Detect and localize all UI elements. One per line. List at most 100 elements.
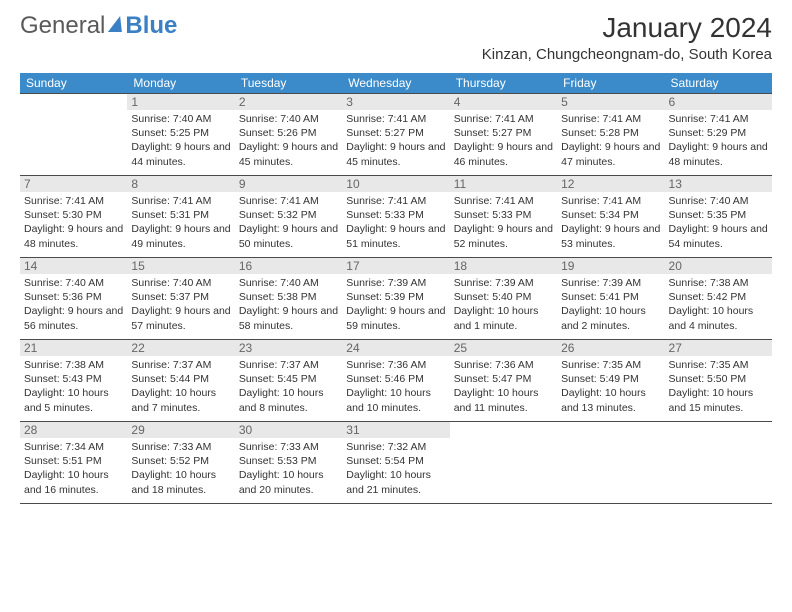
day-info: Sunrise: 7:35 AMSunset: 5:50 PMDaylight:… bbox=[669, 358, 768, 415]
day-number: 17 bbox=[342, 258, 449, 274]
day-info: Sunrise: 7:40 AMSunset: 5:36 PMDaylight:… bbox=[24, 276, 123, 333]
calendar-week-row: 1 Sunrise: 7:40 AMSunset: 5:25 PMDaylight… bbox=[20, 94, 772, 176]
day-info: Sunrise: 7:41 AMSunset: 5:28 PMDaylight:… bbox=[561, 112, 660, 169]
day-number: 1 bbox=[127, 94, 234, 110]
calendar-day-cell: 27 Sunrise: 7:35 AMSunset: 5:50 PMDayligh… bbox=[665, 340, 772, 422]
day-info: Sunrise: 7:41 AMSunset: 5:33 PMDaylight:… bbox=[454, 194, 553, 251]
day-info: Sunrise: 7:41 AMSunset: 5:31 PMDaylight:… bbox=[131, 194, 230, 251]
calendar-day-cell: 23 Sunrise: 7:37 AMSunset: 5:45 PMDayligh… bbox=[235, 340, 342, 422]
calendar-day-cell: 16Sunrise: 7:40 AMSunset: 5:38 PMDayligh… bbox=[235, 258, 342, 340]
day-number: 13 bbox=[665, 176, 772, 192]
calendar-day-cell: 10 Sunrise: 7:41 AMSunset: 5:33 PMDayligh… bbox=[342, 176, 449, 258]
day-info: Sunrise: 7:32 AMSunset: 5:54 PMDaylight:… bbox=[346, 440, 445, 497]
calendar-day-cell: 17 Sunrise: 7:39 AMSunset: 5:39 PMDayligh… bbox=[342, 258, 449, 340]
day-header: Tuesday bbox=[235, 73, 342, 94]
calendar-day-cell: 4 Sunrise: 7:41 AMSunset: 5:27 PMDaylight… bbox=[450, 94, 557, 176]
calendar-day-cell: 14 Sunrise: 7:40 AMSunset: 5:36 PMDayligh… bbox=[20, 258, 127, 340]
day-info: Sunrise: 7:33 AMSunset: 5:52 PMDaylight:… bbox=[131, 440, 230, 497]
calendar-day-cell: 31 Sunrise: 7:32 AMSunset: 5:54 PMDayligh… bbox=[342, 422, 449, 504]
day-header: Sunday bbox=[20, 73, 127, 94]
calendar-day-cell: 28Sunrise: 7:34 AMSunset: 5:51 PMDayligh… bbox=[20, 422, 127, 504]
brand-logo: General Blue bbox=[20, 12, 177, 40]
day-number: 4 bbox=[450, 94, 557, 110]
day-number: 16 bbox=[235, 258, 342, 274]
day-info: Sunrise: 7:34 AMSunset: 5:51 PMDaylight:… bbox=[24, 440, 123, 497]
calendar-day-cell: 5 Sunrise: 7:41 AMSunset: 5:28 PMDaylight… bbox=[557, 94, 664, 176]
day-number: 3 bbox=[342, 94, 449, 110]
day-number: 8 bbox=[127, 176, 234, 192]
calendar-day-cell: 20 Sunrise: 7:38 AMSunset: 5:42 PMDayligh… bbox=[665, 258, 772, 340]
day-info: Sunrise: 7:41 AMSunset: 5:27 PMDaylight:… bbox=[346, 112, 445, 169]
page-header: General Blue January 2024 Kinzan, Chungc… bbox=[0, 0, 792, 67]
calendar-day-cell: 26 Sunrise: 7:35 AMSunset: 5:49 PMDayligh… bbox=[557, 340, 664, 422]
day-info: Sunrise: 7:41 AMSunset: 5:27 PMDaylight:… bbox=[454, 112, 553, 169]
day-info: Sunrise: 7:41 AMSunset: 5:33 PMDaylight:… bbox=[346, 194, 445, 251]
day-info: Sunrise: 7:36 AMSunset: 5:47 PMDaylight:… bbox=[454, 358, 553, 415]
calendar-day-cell bbox=[557, 422, 664, 504]
day-number: 20 bbox=[665, 258, 772, 274]
day-number: 11 bbox=[450, 176, 557, 192]
month-title: January 2024 bbox=[482, 12, 772, 44]
day-number: 22 bbox=[127, 340, 234, 356]
location-text: Kinzan, Chungcheongnam-do, South Korea bbox=[482, 46, 772, 63]
calendar-day-cell: 18 Sunrise: 7:39 AMSunset: 5:40 PMDayligh… bbox=[450, 258, 557, 340]
calendar-day-cell: 29 Sunrise: 7:33 AMSunset: 5:52 PMDayligh… bbox=[127, 422, 234, 504]
day-header-row: Sunday Monday Tuesday Wednesday Thursday… bbox=[20, 73, 772, 94]
day-number: 19 bbox=[557, 258, 664, 274]
calendar-day-cell: 3 Sunrise: 7:41 AMSunset: 5:27 PMDaylight… bbox=[342, 94, 449, 176]
calendar-day-cell: 11 Sunrise: 7:41 AMSunset: 5:33 PMDayligh… bbox=[450, 176, 557, 258]
calendar-day-cell bbox=[665, 422, 772, 504]
day-number: 9 bbox=[235, 176, 342, 192]
day-info: Sunrise: 7:40 AMSunset: 5:26 PMDaylight:… bbox=[239, 112, 338, 169]
calendar-day-cell: 22 Sunrise: 7:37 AMSunset: 5:44 PMDayligh… bbox=[127, 340, 234, 422]
day-info: Sunrise: 7:40 AMSunset: 5:25 PMDaylight:… bbox=[131, 112, 230, 169]
day-info: Sunrise: 7:33 AMSunset: 5:53 PMDaylight:… bbox=[239, 440, 338, 497]
day-info: Sunrise: 7:41 AMSunset: 5:34 PMDaylight:… bbox=[561, 194, 660, 251]
day-number: 18 bbox=[450, 258, 557, 274]
day-info: Sunrise: 7:40 AMSunset: 5:35 PMDaylight:… bbox=[669, 194, 768, 251]
day-info: Sunrise: 7:39 AMSunset: 5:39 PMDaylight:… bbox=[346, 276, 445, 333]
day-info: Sunrise: 7:40 AMSunset: 5:37 PMDaylight:… bbox=[131, 276, 230, 333]
calendar-day-cell bbox=[450, 422, 557, 504]
calendar-week-row: 28Sunrise: 7:34 AMSunset: 5:51 PMDayligh… bbox=[20, 422, 772, 504]
day-header: Thursday bbox=[450, 73, 557, 94]
day-header: Saturday bbox=[665, 73, 772, 94]
day-number: 7 bbox=[20, 176, 127, 192]
day-number: 14 bbox=[20, 258, 127, 274]
day-info: Sunrise: 7:38 AMSunset: 5:42 PMDaylight:… bbox=[669, 276, 768, 333]
day-number: 27 bbox=[665, 340, 772, 356]
day-info: Sunrise: 7:39 AMSunset: 5:40 PMDaylight:… bbox=[454, 276, 553, 333]
calendar-day-cell: 25Sunrise: 7:36 AMSunset: 5:47 PMDayligh… bbox=[450, 340, 557, 422]
calendar-day-cell: 13 Sunrise: 7:40 AMSunset: 5:35 PMDayligh… bbox=[665, 176, 772, 258]
brand-text-1: General bbox=[20, 12, 105, 40]
day-header: Friday bbox=[557, 73, 664, 94]
day-number: 10 bbox=[342, 176, 449, 192]
day-number: 5 bbox=[557, 94, 664, 110]
day-number: 26 bbox=[557, 340, 664, 356]
calendar-day-cell: 24Sunrise: 7:36 AMSunset: 5:46 PMDayligh… bbox=[342, 340, 449, 422]
day-info: Sunrise: 7:35 AMSunset: 5:49 PMDaylight:… bbox=[561, 358, 660, 415]
day-number: 21 bbox=[20, 340, 127, 356]
day-info: Sunrise: 7:38 AMSunset: 5:43 PMDaylight:… bbox=[24, 358, 123, 415]
calendar-table: Sunday Monday Tuesday Wednesday Thursday… bbox=[20, 73, 772, 504]
day-info: Sunrise: 7:39 AMSunset: 5:41 PMDaylight:… bbox=[561, 276, 660, 333]
calendar-day-cell: 9 Sunrise: 7:41 AMSunset: 5:32 PMDaylight… bbox=[235, 176, 342, 258]
calendar-week-row: 7Sunrise: 7:41 AMSunset: 5:30 PMDaylight… bbox=[20, 176, 772, 258]
day-number: 24 bbox=[342, 340, 449, 356]
brand-text-2: Blue bbox=[125, 12, 177, 40]
day-number: 29 bbox=[127, 422, 234, 438]
logo-triangle-icon bbox=[108, 16, 124, 32]
day-number: 2 bbox=[235, 94, 342, 110]
day-info: Sunrise: 7:37 AMSunset: 5:44 PMDaylight:… bbox=[131, 358, 230, 415]
calendar-day-cell: 15Sunrise: 7:40 AMSunset: 5:37 PMDayligh… bbox=[127, 258, 234, 340]
calendar-week-row: 21 Sunrise: 7:38 AMSunset: 5:43 PMDayligh… bbox=[20, 340, 772, 422]
day-number: 6 bbox=[665, 94, 772, 110]
day-header: Monday bbox=[127, 73, 234, 94]
day-number: 30 bbox=[235, 422, 342, 438]
calendar-day-cell: 21 Sunrise: 7:38 AMSunset: 5:43 PMDayligh… bbox=[20, 340, 127, 422]
day-info: Sunrise: 7:41 AMSunset: 5:29 PMDaylight:… bbox=[669, 112, 768, 169]
day-info: Sunrise: 7:41 AMSunset: 5:32 PMDaylight:… bbox=[239, 194, 338, 251]
day-number: 23 bbox=[235, 340, 342, 356]
day-number: 31 bbox=[342, 422, 449, 438]
day-info: Sunrise: 7:37 AMSunset: 5:45 PMDaylight:… bbox=[239, 358, 338, 415]
